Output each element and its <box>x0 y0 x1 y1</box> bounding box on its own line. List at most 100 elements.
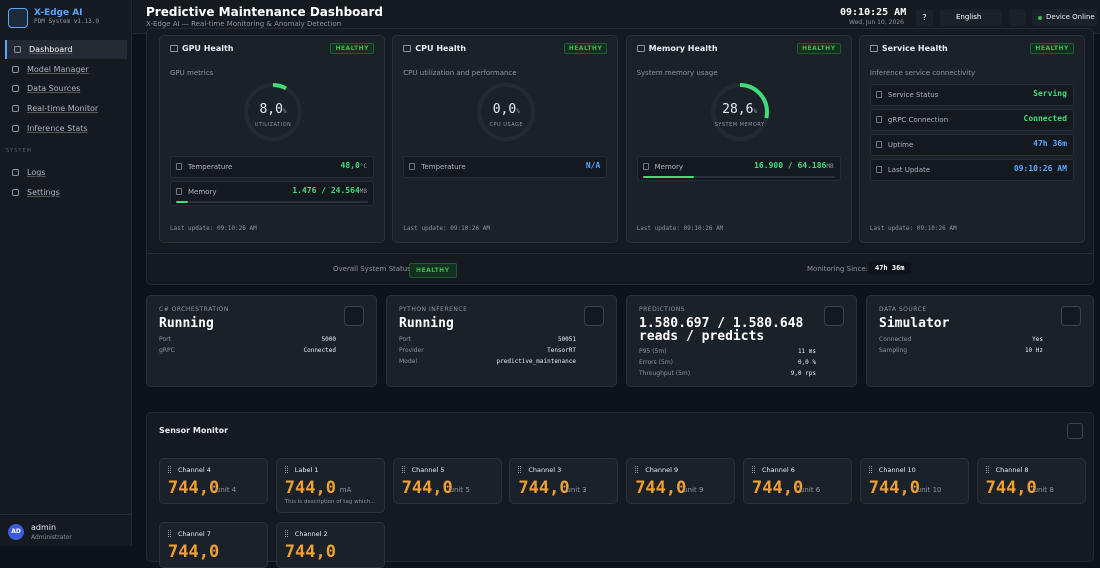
gauge-value: 8,0% <box>233 102 313 117</box>
metric-number: 16.900 / 64.186 <box>754 161 827 170</box>
card-footer: Last update: 09:10:26 AM <box>403 225 490 232</box>
metric-value: 47h 36m <box>1033 139 1067 148</box>
metric-row: Last Update 09:10:26 AM <box>869 159 1074 181</box>
metric-row: Temperature 48,0°C <box>170 156 374 178</box>
info-detail: Yes <box>1032 336 1043 343</box>
sensor-unit: unit 5 <box>449 486 470 494</box>
sensor-description: This is description of tag which... <box>284 499 376 505</box>
info-label: Model <box>399 358 418 365</box>
theme-toggle[interactable] <box>1009 9 1026 26</box>
gauge-number: 8,0 <box>259 102 283 117</box>
sensor-value: 744,0 <box>284 478 336 498</box>
metric-number: Connected <box>1023 114 1067 123</box>
nav-item[interactable]: Data Sources <box>5 79 127 98</box>
sensor-name: Channel 4 <box>178 466 211 474</box>
gauge-unit: % <box>753 108 758 115</box>
sensor-panel: Sensor Monitor Channel 4 744,0 unit 4 Label … <box>146 412 1094 568</box>
brand: X-Edge AI <box>34 8 83 18</box>
info-title: PREDICTIONS <box>639 306 686 313</box>
logo <box>8 8 28 28</box>
metric-label: Temperature <box>188 163 233 171</box>
version: PDM System v1.13.0 <box>34 18 100 25</box>
status-badge: HEALTHY <box>563 43 608 54</box>
gauge-unit: % <box>282 108 287 115</box>
drag-handle <box>518 466 522 473</box>
sensor-name: Channel 6 <box>762 466 795 474</box>
avatar: AD <box>8 524 24 540</box>
card-title: GPU Health <box>182 44 234 53</box>
metric-number: 48,0 <box>340 161 360 170</box>
nav-item[interactable]: Logs <box>5 163 127 182</box>
card-subtitle: GPU metrics <box>170 69 214 77</box>
info-detail: 10 Hz <box>1024 347 1043 354</box>
metric-unit: °C <box>359 163 367 170</box>
health-card: Memory Health HEALTHY System memory usage 2… <box>625 35 852 243</box>
nav-item[interactable]: Inference Stats <box>5 119 127 138</box>
gauge-caption: UTILIZATION <box>254 122 292 128</box>
metric-value: 09:10:26 AM <box>1014 164 1067 173</box>
metric-row: Memory 1.476 / 24.564MB <box>170 181 374 206</box>
metric-label: Temperature <box>421 163 466 171</box>
nav-item[interactable]: Settings <box>5 183 127 202</box>
language-select[interactable]: English <box>940 9 1002 26</box>
divider <box>0 514 132 515</box>
info-detail: TensorRT <box>547 347 576 354</box>
metric-icon <box>875 91 882 98</box>
nav-icon <box>12 85 19 93</box>
metric-icon <box>875 166 882 173</box>
device-status: Device Online <box>1032 9 1097 26</box>
metric-row: Temperature N/A <box>403 156 608 178</box>
card-subtitle: System memory usage <box>636 69 718 77</box>
sensor-value: 744,0 <box>518 478 570 498</box>
info-value: 1.580.697 / 1.580.648 reads / predicts <box>639 316 804 344</box>
info-label: Sampling <box>879 347 908 354</box>
nav-item[interactable]: Real-time Monitor <box>5 99 127 118</box>
nav-item[interactable]: Model Manager <box>5 60 127 79</box>
info-value: Running <box>159 316 214 331</box>
help-button[interactable]: ? <box>916 9 933 26</box>
card-icon <box>170 45 178 52</box>
gauge <box>477 83 536 141</box>
metric-icon <box>176 188 182 195</box>
card-title: Memory Health <box>648 44 718 53</box>
nav-item[interactable]: Dashboard <box>5 40 127 59</box>
main: GPU Health HEALTHY GPU metrics 8,0% UTILIZAT… <box>146 28 1094 568</box>
metric-number: 47h 36m <box>1033 139 1067 148</box>
drag-handle <box>868 466 872 473</box>
sensor-unit: mA <box>339 486 352 494</box>
info-title: PYTHON INFERENCE <box>399 306 468 313</box>
sensor-value: 744,0 <box>284 542 336 562</box>
since-label: Monitoring Since: <box>807 265 868 273</box>
card-icon <box>636 45 645 52</box>
gauge-value: 28,6% <box>700 102 780 117</box>
metric-number: N/A <box>585 161 601 170</box>
gauge-track <box>477 83 536 141</box>
sensor-name: Channel 5 <box>411 466 445 474</box>
metric-number: 09:10:26 AM <box>1013 164 1067 173</box>
info-label: Throughput (5m) <box>639 370 691 377</box>
settings-button[interactable] <box>1067 423 1083 439</box>
gauge-number: 28,6 <box>722 102 754 117</box>
info-title: C# ORCHESTRATION <box>159 306 229 313</box>
nav-icon <box>12 124 19 132</box>
section-label: SYSTEM <box>6 148 32 154</box>
metric-label: Last Update <box>887 166 931 174</box>
clock: 09:10:25 AM <box>840 7 907 18</box>
sensor-value: 744,0 <box>868 478 920 498</box>
metric-icon <box>409 163 416 170</box>
card-title: Service Health <box>881 44 948 53</box>
health-panel: GPU Health HEALTHY GPU metrics 8,0% UTILIZAT… <box>146 28 1094 285</box>
metric-number: Serving <box>1033 89 1067 98</box>
sensor-card: Label 1 744,0 mA This is description of tag… <box>275 458 385 513</box>
metric-label: gRPC Connection <box>887 116 949 124</box>
info-card: C# ORCHESTRATION Running Port 5000 gRPC Conne… <box>146 295 377 387</box>
gauge-arc <box>710 83 769 141</box>
gauge-caption: CPU USAGE <box>489 122 524 128</box>
gauge-unit: % <box>516 108 520 115</box>
gauge <box>710 83 769 141</box>
status-badge: HEALTHY <box>797 43 841 54</box>
sensor-name: Channel 7 <box>178 530 211 538</box>
info-card: PYTHON INFERENCE Running Port 50051 Provider… <box>386 295 617 387</box>
card-footer: Last update: 09:10:26 AM <box>869 225 957 232</box>
status-label: Overall System Status: <box>333 265 414 273</box>
